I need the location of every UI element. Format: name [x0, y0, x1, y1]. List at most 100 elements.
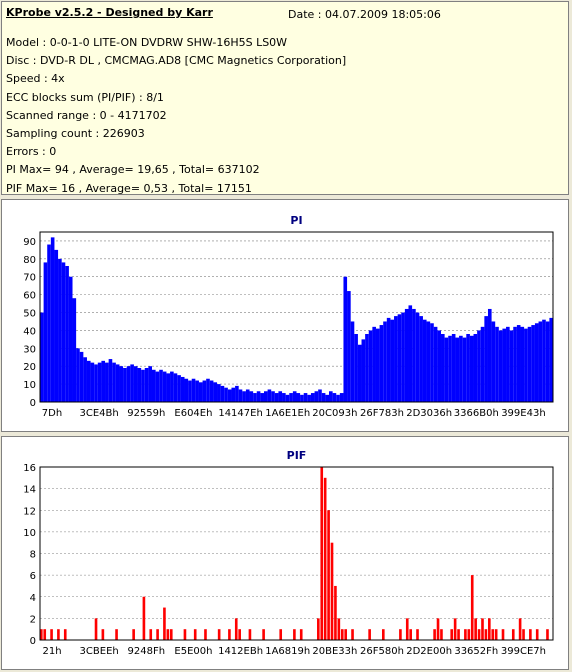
pif-data-bar	[115, 629, 118, 640]
pi-data-bar	[357, 344, 362, 402]
pi-data-bar	[285, 394, 290, 402]
pi-data-bar	[195, 380, 199, 402]
pif-data-bar	[217, 629, 221, 640]
pi-data-bar	[209, 380, 214, 402]
pif-data-bar	[470, 575, 474, 640]
pi-data-bar	[516, 325, 521, 402]
pi-data-bar	[404, 308, 409, 402]
pif-data-bar	[344, 629, 347, 640]
pi-data-bar	[347, 291, 351, 402]
pi-data-bar	[433, 326, 438, 402]
pi-data-bar	[220, 385, 225, 402]
pi-x-tick-label: 26F783h	[360, 408, 404, 419]
pi-data-bar	[300, 394, 304, 402]
pi-data-bar	[441, 334, 445, 402]
pif-x-tick-label: 33652Fh	[454, 646, 498, 657]
pif-data-bar	[50, 629, 53, 640]
pi-data-bar	[361, 339, 366, 402]
pi-data-bar	[242, 391, 246, 402]
pi-data-bar	[213, 382, 218, 402]
info-model: Model : 0-0-1-0 LITE-ON DVDRW SHW-16H5S …	[6, 36, 288, 49]
pi-data-bar	[343, 276, 348, 402]
pi-data-bar	[310, 393, 315, 402]
pi-data-bar	[466, 334, 470, 402]
pif-chart-title: PIF	[287, 449, 307, 462]
pif-data-bar	[63, 629, 67, 640]
pif-data-bar	[337, 618, 341, 640]
pi-data-bar	[394, 316, 398, 402]
pi-data-bar	[430, 323, 434, 402]
pif-x-tick-label: 9248Fh	[128, 646, 166, 657]
pi-data-bar	[249, 391, 254, 402]
pi-data-bar	[383, 321, 387, 402]
pif-data-bar	[351, 629, 354, 640]
pi-data-bar	[155, 371, 160, 402]
pi-data-bar	[473, 334, 478, 402]
pi-data-bar	[170, 371, 174, 402]
pif-x-tick-label: 20BE33h	[312, 646, 357, 657]
pif-data-bar	[94, 618, 98, 640]
pi-data-bar	[191, 378, 196, 402]
pif-data-bar	[494, 629, 498, 640]
pif-data-bar	[248, 629, 252, 640]
pi-data-bar	[549, 317, 553, 402]
pi-data-bar	[455, 337, 460, 402]
pif-data-bar	[416, 629, 419, 640]
pi-data-bar	[339, 393, 344, 402]
pif-data-bar	[453, 618, 457, 640]
pi-data-bar	[86, 360, 91, 402]
pi-data-bar	[336, 394, 340, 402]
pi-y-tick-label: 80	[23, 255, 36, 266]
pi-data-bar	[545, 321, 550, 402]
info-lines: Model : 0-0-1-0 LITE-ON DVDRW SHW-16H5S …	[6, 34, 346, 198]
pif-chart-panel: PIF 0 2 4 6 8 10 12 14 16 21h 3CBEEh 9248Fh E5E00h 141…	[1, 436, 569, 670]
pi-data-bar	[459, 335, 463, 402]
pif-data-bar	[43, 629, 47, 640]
pi-data-bar	[321, 393, 326, 402]
pi-chart: PI 0 10 20 30 40 50 60 70 80 90 7Dh 3CE4Bh 92559h E604…	[23, 214, 554, 419]
pi-data-bar	[202, 380, 207, 402]
pif-data-bar	[399, 629, 402, 640]
pi-data-bar	[133, 366, 138, 402]
pi-data-bar	[40, 312, 44, 402]
pi-data-bar	[502, 328, 507, 402]
pi-data-bar	[513, 326, 517, 402]
pif-data-bar	[330, 542, 334, 640]
pi-data-bar	[282, 393, 286, 402]
pi-data-bar	[162, 371, 167, 402]
pi-data-bar	[527, 326, 532, 402]
pi-data-bar	[180, 376, 185, 402]
pif-data-bar	[491, 629, 495, 640]
pi-data-bar	[90, 362, 95, 402]
pi-data-bar	[217, 384, 221, 402]
pif-data-bar	[323, 477, 327, 640]
pi-data-bar	[451, 334, 456, 402]
pi-data-bar	[263, 391, 268, 402]
pi-data-bar	[289, 393, 293, 402]
pi-x-tick-label: 2D3036h	[406, 408, 452, 419]
pif-data-bar	[142, 596, 146, 640]
pif-y-tick-label: 10	[23, 528, 36, 539]
pi-data-bar	[271, 391, 275, 402]
pif-y-tick-label: 14	[23, 485, 36, 496]
pi-y-tick-label: 10	[23, 380, 36, 391]
pif-data-bar	[183, 629, 187, 640]
pif-data-bar	[488, 618, 491, 640]
pi-chart-title: PI	[290, 214, 302, 227]
pi-y-tick-label: 0	[30, 398, 36, 409]
pif-y-tick-label: 0	[30, 636, 36, 647]
pi-x-tick-label: 92559h	[127, 408, 165, 419]
pif-plot-frame	[39, 466, 554, 641]
pi-data-bar	[227, 389, 232, 402]
pi-data-bar	[354, 334, 358, 402]
info-speed: Speed : 4x	[6, 72, 65, 86]
pif-y-tick-label: 2	[30, 614, 36, 625]
pi-data-bar	[542, 319, 546, 402]
pi-data-bar	[462, 337, 467, 402]
pi-x-tick-label: 14147Eh	[218, 408, 262, 419]
pi-data-bar	[296, 393, 301, 402]
pi-x-tick-label: 3366B0h	[454, 408, 499, 419]
app-title: KProbe v2.5.2 - Designed by Karr	[6, 6, 213, 19]
pi-data-bar	[292, 391, 297, 402]
pif-x-tick-label: 21h	[42, 646, 61, 657]
